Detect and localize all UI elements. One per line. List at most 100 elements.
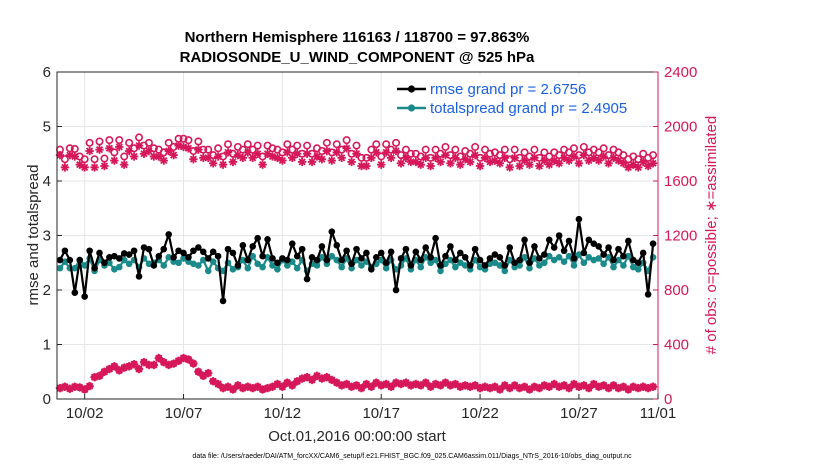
- totalspread-marker: [338, 263, 345, 271]
- totalspread-marker: [570, 262, 578, 269]
- rmse-marker: [610, 256, 617, 264]
- obs-assimilated-marker: [120, 160, 129, 169]
- obs-low-assimilated-marker: [386, 382, 396, 391]
- obs-possible-marker: [144, 138, 153, 147]
- obs-possible-marker: [545, 152, 554, 161]
- totalspread-marker: [625, 252, 632, 260]
- legend-spread-marker: [407, 104, 416, 112]
- totalspread-marker: [531, 255, 538, 262]
- totalspread-marker: [610, 263, 617, 271]
- obs-possible-marker: [204, 145, 213, 154]
- obs-assimilated-marker: [134, 141, 144, 150]
- obs-assimilated-marker: [129, 152, 139, 161]
- rmse-marker: [61, 247, 69, 255]
- rmse-marker: [466, 262, 474, 269]
- obs-assimilated-marker: [456, 160, 465, 169]
- obs-low-assimilated-marker: [189, 359, 198, 368]
- obs-low-assimilated-marker: [579, 381, 589, 390]
- data-file-footnote: data file: /Users/raeder/DAI/ATM_forcXX/…: [192, 453, 632, 460]
- totalspread-marker: [244, 264, 252, 272]
- obs-assimilated-marker: [124, 146, 134, 156]
- totalspread-marker: [328, 252, 336, 260]
- rmse-marker: [644, 291, 652, 298]
- rmse-marker: [491, 251, 499, 258]
- rmse-marker: [130, 247, 138, 255]
- rmse-marker: [412, 248, 420, 256]
- rmse-marker: [96, 249, 103, 257]
- right-y-tick-label: 2000: [664, 119, 697, 136]
- totalspread-marker: [358, 262, 365, 269]
- obs-assimilated-marker: [579, 150, 589, 160]
- rmse-marker: [501, 262, 509, 269]
- rmse-marker: [536, 255, 543, 262]
- obs-possible-marker: [510, 145, 519, 154]
- rmse-marker: [323, 256, 331, 264]
- obs-assimilated-marker: [297, 157, 307, 167]
- obs-low-assimilated-marker: [90, 373, 99, 382]
- rmse-marker: [190, 247, 197, 255]
- obs-low-assimilated-marker: [149, 360, 159, 370]
- totalspread-marker: [56, 264, 64, 272]
- totalspread-marker: [580, 259, 588, 267]
- rmse-marker: [531, 243, 538, 250]
- obs-possible-marker: [224, 140, 233, 149]
- totalspread-marker: [115, 263, 123, 271]
- left-y-tick-label: 1: [43, 337, 51, 354]
- rmse-marker: [204, 255, 212, 262]
- rmse-marker: [254, 234, 261, 242]
- rmse-marker: [160, 245, 168, 253]
- rmse-marker: [442, 252, 449, 260]
- legend-rmse-marker: [407, 85, 416, 93]
- obs-assimilated-marker: [100, 161, 109, 171]
- rmse-marker: [101, 259, 108, 267]
- rmse-marker: [382, 259, 390, 267]
- rmse-marker: [239, 242, 247, 249]
- obs-possible-marker: [80, 155, 89, 164]
- totalspread-marker: [595, 255, 602, 262]
- rmse-marker: [590, 240, 598, 247]
- totalspread-marker: [204, 267, 212, 275]
- obs-low-assimilated-marker: [204, 368, 213, 378]
- rmse-marker: [76, 256, 84, 264]
- left-y-tick-label: 6: [43, 64, 51, 81]
- obs-assimilated-marker: [169, 150, 178, 160]
- obs-assimilated-marker: [317, 155, 327, 164]
- rmse-marker: [629, 256, 637, 264]
- obs-possible-marker: [135, 133, 144, 142]
- obs-assimilated-marker: [634, 163, 643, 172]
- x-axis-label: Oct.01,2016 00:00:00 start: [268, 428, 446, 445]
- obs-assimilated-marker: [362, 161, 371, 171]
- totalspread-marker: [447, 256, 454, 264]
- obs-assimilated-marker: [194, 145, 203, 154]
- totalspread-marker: [526, 264, 533, 272]
- totalspread-marker: [600, 260, 607, 268]
- obs-assimilated-marker: [367, 153, 376, 163]
- rmse-marker: [560, 247, 568, 255]
- obs-assimilated-marker: [505, 163, 514, 172]
- totalspread-marker: [333, 256, 341, 264]
- totalspread-marker: [269, 262, 276, 269]
- rmse-marker: [214, 252, 222, 260]
- obs-assimilated-marker: [90, 163, 99, 172]
- obs-possible-marker: [377, 152, 386, 161]
- obs-possible-marker: [569, 144, 578, 153]
- rmse-marker: [81, 293, 88, 300]
- obs-possible-marker: [90, 155, 99, 164]
- obs-assimilated-marker: [515, 161, 524, 171]
- rmse-marker: [625, 237, 632, 245]
- chart-title-line-1: Northern Hemisphere 116163 / 118700 = 97…: [185, 29, 530, 46]
- obs-assimilated-marker: [599, 152, 608, 161]
- totalspread-marker: [293, 264, 301, 272]
- totalspread-marker: [605, 253, 612, 261]
- rmse-marker: [125, 251, 133, 258]
- rmse-marker: [402, 245, 410, 253]
- totalspread-marker: [71, 264, 79, 272]
- totalspread-marker: [560, 258, 568, 265]
- obs-low-assimilated-marker: [584, 383, 594, 393]
- obs-possible-marker: [481, 145, 490, 154]
- rmse-marker: [649, 240, 657, 247]
- rmse-marker: [363, 249, 370, 257]
- obs-possible-marker: [401, 145, 410, 154]
- obs-assimilated-marker: [372, 148, 381, 157]
- totalspread-marker: [536, 262, 543, 269]
